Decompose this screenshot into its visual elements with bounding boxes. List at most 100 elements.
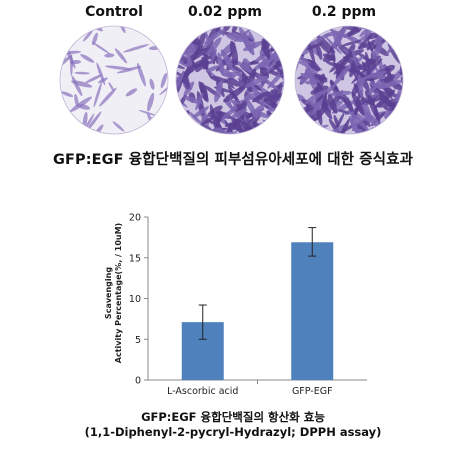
cell — [61, 91, 74, 98]
cell — [350, 122, 363, 134]
cell — [265, 26, 281, 39]
cell — [217, 52, 225, 77]
cell — [329, 55, 350, 73]
cell — [394, 113, 403, 126]
cell — [303, 124, 329, 134]
cell — [276, 26, 284, 35]
bar-1 — [291, 242, 334, 380]
cell — [395, 108, 403, 118]
cell — [372, 41, 383, 60]
cell — [176, 26, 183, 31]
cell — [176, 125, 185, 134]
chart-caption-line2: (1,1-Diphenyl-2-pycryl-Hydrazyl; DPPH as… — [84, 425, 382, 439]
cell — [295, 41, 301, 49]
cell — [176, 110, 184, 122]
cell — [299, 124, 316, 130]
cell — [123, 44, 150, 53]
cell — [295, 28, 298, 35]
cell — [85, 74, 103, 84]
cell — [395, 109, 403, 119]
cell — [243, 119, 252, 127]
x-tick-label-1: GFP-EGF — [292, 386, 333, 397]
cell — [159, 84, 168, 96]
cell — [375, 89, 396, 108]
cell — [370, 58, 383, 71]
cell — [295, 43, 296, 68]
cell — [295, 107, 304, 124]
cell — [379, 79, 403, 89]
cell — [295, 26, 308, 41]
micrograph-label-control: Control — [85, 4, 143, 20]
cell — [60, 29, 62, 44]
cell — [357, 74, 364, 98]
cell — [229, 40, 239, 65]
cell — [189, 111, 202, 124]
cell — [197, 32, 206, 49]
cell — [281, 38, 284, 63]
cell — [327, 94, 338, 114]
cell — [55, 46, 61, 73]
cell — [242, 58, 251, 68]
cell — [176, 37, 184, 43]
cell — [78, 104, 90, 110]
chart-marks — [181, 227, 334, 380]
cell — [363, 70, 387, 79]
cell — [69, 60, 82, 65]
cell — [333, 114, 340, 128]
cell — [239, 126, 252, 134]
cell — [338, 109, 350, 114]
cell — [382, 87, 395, 95]
cell — [328, 118, 342, 134]
cell — [268, 26, 284, 32]
cell — [176, 27, 188, 45]
cell — [243, 41, 264, 52]
cell — [92, 32, 98, 46]
cell — [66, 122, 72, 134]
cell — [295, 37, 305, 49]
cell — [393, 131, 403, 134]
cell — [367, 77, 382, 98]
cell — [236, 61, 254, 75]
cell — [259, 66, 270, 79]
cell — [302, 26, 316, 38]
cell — [396, 107, 403, 115]
cell — [337, 118, 351, 134]
cell — [60, 110, 68, 128]
cell — [214, 80, 223, 103]
cell — [279, 26, 284, 35]
cell — [383, 74, 396, 82]
cell — [257, 51, 280, 68]
cell — [82, 29, 94, 42]
cell — [60, 54, 73, 70]
x-tick-label-0: L-Ascorbic acid — [167, 386, 238, 397]
cell — [278, 116, 284, 134]
cell — [80, 54, 95, 63]
cell — [176, 61, 186, 70]
cell — [348, 44, 356, 54]
cell — [185, 26, 194, 33]
cell — [300, 26, 311, 34]
chart-caption-line1: GFP:EGF 융합단백질의 항산화 효능 — [141, 410, 325, 424]
cell — [104, 65, 132, 71]
cell — [116, 66, 142, 74]
cell — [197, 132, 211, 134]
y-tick-label: 0 — [135, 376, 141, 387]
cell — [396, 35, 403, 49]
cell — [104, 53, 115, 58]
cell — [367, 39, 374, 54]
cell — [306, 42, 324, 50]
cell — [278, 127, 284, 134]
cell — [147, 92, 155, 112]
cell — [398, 71, 403, 78]
cell — [136, 62, 146, 87]
cell — [183, 59, 204, 77]
micrograph-label-02ppm: 0.2 ppm — [311, 4, 377, 20]
dish-rim — [294, 25, 404, 135]
cell — [119, 26, 126, 34]
y-tick-label: 10 — [129, 294, 141, 305]
cell — [266, 123, 284, 134]
cell — [176, 70, 185, 89]
cell — [93, 82, 102, 108]
micrograph-02ppm — [294, 25, 404, 135]
micrograph-label-002ppm: 0.02 ppm — [187, 4, 263, 20]
